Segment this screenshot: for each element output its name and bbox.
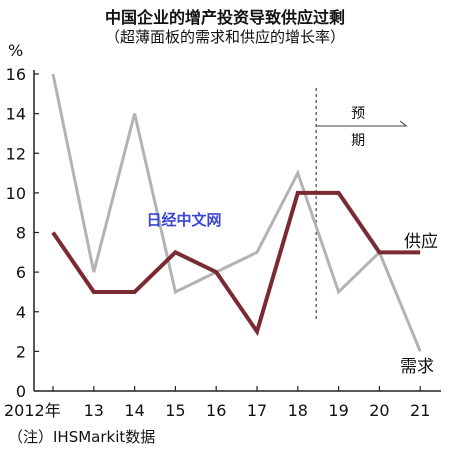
x-tick-label: 14	[124, 401, 144, 420]
x-tick-label: 19	[328, 401, 348, 420]
axes	[33, 70, 441, 392]
chart-title: 中国企业的增产投资导致供应过剩	[104, 8, 345, 27]
y-tick-label: 6	[16, 263, 26, 282]
y-axis-ticks: 0 2 4 6 8 10 12 14 16	[6, 65, 39, 401]
supply-line	[51, 190, 421, 337]
y-tick-label: 16	[6, 65, 26, 84]
chart-subtitle: （超薄面板的需求和供应的增长率）	[104, 28, 345, 46]
x-tick-label: 21	[410, 401, 430, 420]
x-axis-ticks: 2012年 13 14 15 16 17 18 19 20 21	[4, 386, 430, 420]
x-tick-label: 17	[247, 401, 267, 420]
x-tick-label: 16	[206, 401, 226, 420]
forecast-arrow	[316, 120, 408, 127]
x-tick-label: 13	[84, 401, 104, 420]
source-note: （注）IHSMarkit数据	[8, 428, 156, 446]
y-tick-label: 10	[6, 184, 26, 203]
x-tick-label: 15	[165, 401, 185, 420]
demand-line	[51, 73, 422, 352]
forecast-label: 预	[351, 106, 365, 122]
supply-series-label: 供应	[404, 232, 438, 252]
y-tick-label: 14	[6, 105, 26, 124]
watermark: 日经中文网	[146, 211, 221, 229]
x-tick-label: 20	[369, 401, 389, 420]
y-tick-label: 4	[16, 303, 26, 322]
series-lines	[51, 73, 422, 352]
y-axis-unit-label: %	[8, 41, 23, 60]
forecast-label: 期	[351, 133, 365, 149]
y-tick-label: 12	[6, 144, 26, 163]
y-tick-label: 8	[16, 224, 26, 243]
demand-series-label: 需求	[400, 357, 434, 377]
x-tick-label: 18	[288, 401, 308, 420]
x-tick-label: 2012年	[4, 401, 61, 420]
y-tick-label: 0	[16, 382, 26, 401]
y-tick-label: 2	[16, 342, 26, 361]
forecast-marker: 预期	[315, 88, 408, 322]
